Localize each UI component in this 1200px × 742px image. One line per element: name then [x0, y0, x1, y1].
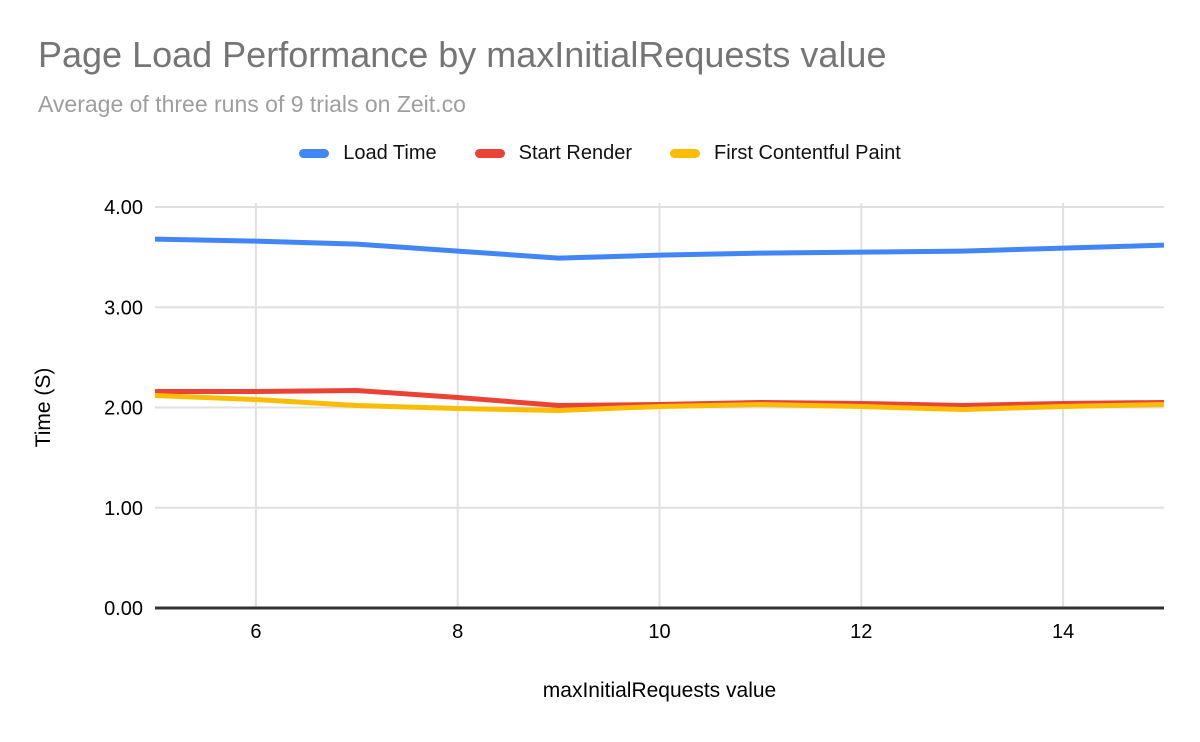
legend-item-first-contentful-paint: First Contentful Paint — [670, 142, 901, 165]
y-tick-label: 1.00 — [104, 498, 143, 520]
legend-swatch-icon — [670, 149, 701, 158]
x-tick-label: 14 — [1052, 621, 1074, 643]
series-line-first-contentful-paint — [154, 392, 1165, 414]
x-axis-title: maxInitialRequests value — [543, 679, 776, 702]
legend-label: Load Time — [343, 142, 437, 164]
chart-subtitle: Average of three runs of 9 trials on Zei… — [38, 91, 466, 117]
legend-label: First Contentful Paint — [714, 142, 901, 164]
legend-item-load-time: Load Time — [299, 142, 437, 165]
y-tick-label: 3.00 — [104, 297, 143, 319]
series-line-load-time — [154, 236, 1165, 261]
legend-label: Start Render — [518, 142, 633, 164]
chart-title: Page Load Performance by maxInitialReque… — [38, 34, 887, 75]
y-tick-label: 0.00 — [104, 598, 143, 620]
x-tick-label: 6 — [250, 621, 261, 643]
y-tick-label: 2.00 — [104, 398, 143, 420]
y-tick-label: 4.00 — [104, 197, 143, 219]
x-tick-label: 12 — [850, 621, 872, 643]
chart-legend: Load Time Start Render First Contentful Pa… — [0, 142, 1200, 165]
legend-item-start-render: Start Render — [474, 142, 633, 165]
legend-swatch-icon — [474, 149, 505, 158]
x-tick-label: 10 — [648, 621, 670, 643]
y-axis-title: Time (S) — [32, 368, 55, 448]
x-tick-label: 8 — [452, 621, 463, 643]
legend-swatch-icon — [299, 149, 330, 158]
